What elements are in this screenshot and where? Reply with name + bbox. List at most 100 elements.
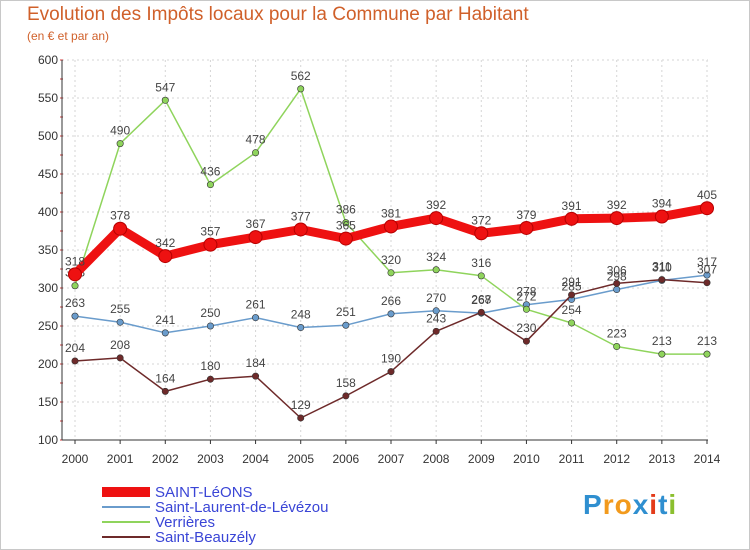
data-label: 562 [291, 69, 311, 83]
data-point [68, 267, 82, 282]
data-label: 318 [65, 254, 85, 268]
series-saint-beauz-ly: 204 208 164 180 184 129 158 190 243 268 230 291 306 3… [65, 260, 717, 422]
data-label: 272 [516, 289, 536, 303]
data-point [342, 219, 350, 227]
data-label: 478 [246, 133, 266, 147]
data-label: 270 [426, 291, 446, 305]
data-label: 342 [155, 236, 175, 250]
data-point [342, 392, 350, 400]
legend-label: Saint-Laurent-de-Lévézou [155, 499, 328, 516]
data-label: 241 [155, 313, 175, 327]
data-point [161, 96, 169, 104]
data-label: 310 [652, 260, 672, 274]
data-point [432, 307, 440, 315]
legend-label: Saint-Beauzély [155, 529, 256, 546]
data-point [116, 318, 124, 326]
data-label: 316 [471, 256, 491, 270]
data-point [703, 350, 711, 358]
data-point [658, 276, 666, 284]
y-tick-label: 500 [38, 129, 58, 143]
x-tick-label: 2006 [333, 452, 360, 466]
data-point [432, 327, 440, 335]
y-tick-label: 600 [38, 53, 58, 67]
legend-label: Verrières [155, 514, 215, 531]
y-tick-label: 100 [38, 433, 58, 447]
logo-letter: i [668, 489, 678, 520]
data-label: 547 [155, 80, 175, 94]
data-label: 285 [562, 279, 582, 293]
data-label: 367 [246, 217, 266, 231]
data-point [338, 231, 353, 246]
logo-letter: r [602, 489, 615, 520]
x-tick-label: 2005 [287, 452, 314, 466]
data-point [248, 230, 263, 245]
data-point [206, 322, 214, 330]
data-point [297, 414, 305, 422]
data-label: 263 [65, 296, 85, 310]
x-tick-label: 2011 [559, 452, 585, 466]
x-tick-label: 2000 [62, 452, 89, 466]
series-saint-l-ons: 318 378 342 357 367 377 365 381 392 372 379 391 392 3… [65, 188, 717, 282]
data-label: 372 [471, 213, 491, 227]
logo-letter: o [614, 489, 633, 520]
data-label: 204 [65, 341, 85, 355]
x-tick-label: 2010 [513, 452, 540, 466]
logo-letter: P [583, 489, 603, 520]
data-point [700, 201, 714, 216]
proxiti-logo: Proxiti [583, 489, 677, 521]
data-point [568, 319, 576, 327]
data-label: 379 [516, 208, 536, 222]
data-label: 377 [291, 209, 311, 223]
data-point [116, 354, 124, 362]
data-point [477, 308, 485, 316]
data-label: 320 [381, 253, 401, 267]
data-point [522, 337, 530, 345]
data-label: 268 [471, 292, 491, 306]
data-label: 386 [336, 203, 356, 217]
data-label: 317 [697, 255, 717, 269]
data-label: 311 [652, 260, 671, 274]
data-point [654, 209, 669, 224]
data-label: 357 [200, 225, 220, 239]
data-label: 291 [562, 275, 582, 289]
data-label: 164 [155, 371, 175, 385]
chart-title: Evolution des Impôts locaux pour la Comm… [27, 4, 529, 25]
legend-label: SAINT-LéONS [155, 484, 253, 501]
data-point [161, 387, 169, 395]
data-point [522, 305, 530, 313]
plot-area [62, 60, 708, 440]
data-label: 129 [291, 398, 311, 412]
data-label: 190 [381, 352, 401, 366]
data-label: 365 [336, 219, 356, 233]
chart-subtitle: (en € et par an) [27, 29, 110, 43]
x-tick-label: 2013 [649, 452, 676, 466]
x-tick-label: 2012 [603, 452, 630, 466]
data-label: 405 [697, 188, 717, 202]
data-label: 324 [426, 250, 446, 264]
data-label: 436 [200, 165, 220, 179]
data-label: 394 [652, 197, 672, 211]
data-point [297, 85, 305, 93]
data-point [206, 375, 214, 383]
data-point [568, 291, 576, 299]
data-point [613, 286, 621, 294]
data-label: 378 [110, 209, 130, 223]
x-tick-label: 2009 [468, 452, 495, 466]
logo-letter: i [649, 489, 659, 520]
data-label: 267 [471, 293, 491, 307]
data-point [252, 372, 260, 380]
data-label: 392 [426, 198, 446, 212]
data-label: 251 [336, 305, 356, 319]
x-tick-label: 2002 [152, 452, 179, 466]
data-label: 255 [110, 302, 130, 316]
data-point [116, 140, 124, 148]
data-point [609, 211, 624, 226]
data-label: 248 [291, 308, 311, 322]
data-point [71, 312, 79, 320]
y-tick-label: 400 [38, 205, 58, 219]
x-tick-label: 2004 [242, 452, 269, 466]
data-point [387, 368, 395, 376]
logo-letter: x [632, 489, 650, 520]
data-label: 230 [516, 321, 536, 335]
